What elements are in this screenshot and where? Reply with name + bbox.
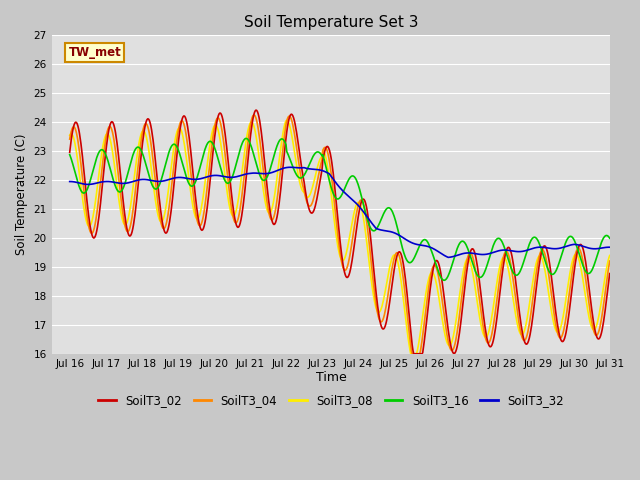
- SoilT3_32: [422, 243, 429, 249]
- SoilT3_04: [76, 149, 83, 155]
- SoilT3_08: [406, 347, 413, 352]
- SoilT3_08: [422, 287, 430, 293]
- Line: SoilT3_02: SoilT3_02: [70, 110, 610, 354]
- SoilT3_32: [606, 244, 614, 250]
- SoilT3_32: [131, 178, 139, 184]
- SoilT3_16: [422, 237, 429, 243]
- SoilT3_32: [444, 254, 452, 260]
- SoilT3_16: [243, 135, 250, 141]
- SoilT3_02: [406, 320, 413, 325]
- SoilT3_32: [66, 179, 74, 184]
- SoilT3_02: [76, 131, 83, 136]
- SoilT3_16: [406, 260, 413, 265]
- SoilT3_16: [606, 235, 614, 241]
- SoilT3_04: [406, 336, 413, 342]
- SoilT3_08: [408, 351, 415, 357]
- Text: TW_met: TW_met: [68, 46, 121, 59]
- SoilT3_04: [422, 301, 430, 307]
- SoilT3_32: [406, 239, 413, 245]
- SoilT3_04: [214, 115, 222, 121]
- Legend: SoilT3_02, SoilT3_04, SoilT3_08, SoilT3_16, SoilT3_32: SoilT3_02, SoilT3_04, SoilT3_08, SoilT3_…: [93, 389, 569, 411]
- SoilT3_02: [186, 140, 194, 146]
- Line: SoilT3_32: SoilT3_32: [70, 167, 610, 257]
- SoilT3_08: [606, 252, 614, 258]
- SoilT3_16: [66, 152, 74, 157]
- SoilT3_08: [131, 168, 139, 174]
- SoilT3_04: [66, 136, 74, 142]
- SoilT3_16: [186, 182, 194, 188]
- SoilT3_08: [66, 132, 74, 138]
- Line: SoilT3_16: SoilT3_16: [70, 138, 610, 280]
- SoilT3_02: [66, 149, 74, 155]
- SoilT3_32: [76, 180, 83, 186]
- SoilT3_04: [131, 191, 139, 196]
- SoilT3_16: [131, 147, 139, 153]
- SoilT3_32: [287, 164, 294, 170]
- X-axis label: Time: Time: [316, 372, 346, 384]
- SoilT3_02: [252, 107, 260, 113]
- SoilT3_16: [76, 184, 83, 190]
- SoilT3_04: [186, 161, 194, 167]
- SoilT3_08: [186, 183, 194, 189]
- Line: SoilT3_08: SoilT3_08: [70, 120, 610, 354]
- SoilT3_04: [606, 258, 614, 264]
- Y-axis label: Soil Temperature (C): Soil Temperature (C): [15, 134, 28, 255]
- SoilT3_02: [606, 271, 614, 276]
- SoilT3_04: [408, 351, 416, 357]
- SoilT3_08: [214, 128, 222, 134]
- SoilT3_02: [410, 351, 417, 357]
- SoilT3_16: [440, 277, 448, 283]
- SoilT3_08: [283, 118, 291, 123]
- Line: SoilT3_04: SoilT3_04: [70, 115, 610, 354]
- SoilT3_02: [214, 113, 222, 119]
- SoilT3_08: [76, 171, 83, 177]
- SoilT3_32: [214, 173, 222, 179]
- Title: Soil Temperature Set 3: Soil Temperature Set 3: [244, 15, 419, 30]
- SoilT3_04: [250, 112, 257, 118]
- SoilT3_02: [131, 211, 139, 217]
- SoilT3_32: [186, 176, 194, 182]
- SoilT3_02: [422, 320, 430, 325]
- SoilT3_16: [214, 157, 222, 163]
